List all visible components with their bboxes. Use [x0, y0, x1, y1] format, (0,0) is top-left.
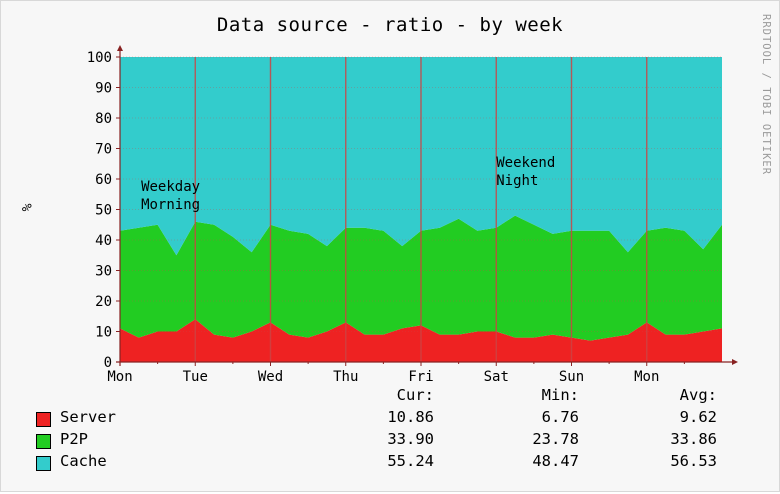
annotation-0: Weekday Morning — [141, 179, 200, 213]
legend-row-server: Server 10.86 6.76 9.62 — [36, 408, 736, 430]
legend-header-avg: Avg: — [679, 386, 717, 404]
legend-name-server: Server — [60, 408, 116, 426]
y-tick-label: 70 — [95, 142, 112, 158]
rrdtool-credit: RRDTOOL / TOBI OETIKER — [760, 14, 772, 176]
legend-cur-cache: 55.24 — [387, 452, 434, 470]
annotation-line: Night — [496, 173, 538, 189]
x-tick-label: Tue — [183, 369, 208, 385]
legend-cur-p2p: 33.90 — [387, 430, 434, 448]
x-tick-label: Wed — [258, 369, 283, 385]
legend-header-cur: Cur: — [396, 386, 434, 404]
annotation-line: Weekend — [496, 155, 555, 171]
y-tick-label: 40 — [95, 233, 112, 249]
legend-swatch-server — [36, 412, 51, 427]
y-tick-label: 0 — [104, 355, 112, 371]
x-tick-label: Mon — [634, 369, 659, 385]
y-tick-label: 80 — [95, 111, 112, 127]
legend-swatch-cache — [36, 456, 51, 471]
y-tick-label: 50 — [95, 203, 112, 219]
legend-min-cache: 48.47 — [532, 452, 579, 470]
x-tick-label: Thu — [333, 369, 358, 385]
legend-name-cache: Cache — [60, 452, 107, 470]
legend: Cur: Min: Avg: Server 10.86 6.76 9.62 P2… — [36, 386, 736, 474]
legend-header: Cur: Min: Avg: — [36, 386, 736, 408]
chart-title: Data source - ratio - by week — [216, 14, 564, 36]
annotation-line: Morning — [141, 197, 200, 213]
y-tick-label: 60 — [95, 172, 112, 188]
legend-swatch-p2p — [36, 434, 51, 449]
y-tick-label: 30 — [95, 264, 112, 280]
x-tick-label: Sat — [484, 369, 509, 385]
legend-row-p2p: P2P 33.90 23.78 33.86 — [36, 430, 736, 452]
legend-cur-server: 10.86 — [387, 408, 434, 426]
y-tick-label: 20 — [95, 294, 112, 310]
annotation-line: Weekday — [141, 179, 200, 195]
y-axis-arrow — [117, 45, 123, 51]
legend-avg-p2p: 33.86 — [670, 430, 717, 448]
annotation-1: Weekend Night — [496, 155, 555, 189]
y-tick-label: 100 — [87, 50, 112, 66]
y-tick-label: 10 — [95, 325, 112, 341]
legend-min-p2p: 23.78 — [532, 430, 579, 448]
x-axis-arrow — [732, 359, 738, 365]
x-tick-label: Mon — [107, 369, 132, 385]
legend-avg-cache: 56.53 — [670, 452, 717, 470]
x-tick-label: Sun — [559, 369, 584, 385]
x-tick-label: Fri — [408, 369, 433, 385]
legend-header-min: Min: — [541, 386, 579, 404]
legend-row-cache: Cache 55.24 48.47 56.53 — [36, 452, 736, 474]
legend-avg-server: 9.62 — [679, 408, 717, 426]
legend-name-p2p: P2P — [60, 430, 88, 448]
legend-min-server: 6.76 — [541, 408, 579, 426]
y-tick-label: 90 — [95, 81, 112, 97]
